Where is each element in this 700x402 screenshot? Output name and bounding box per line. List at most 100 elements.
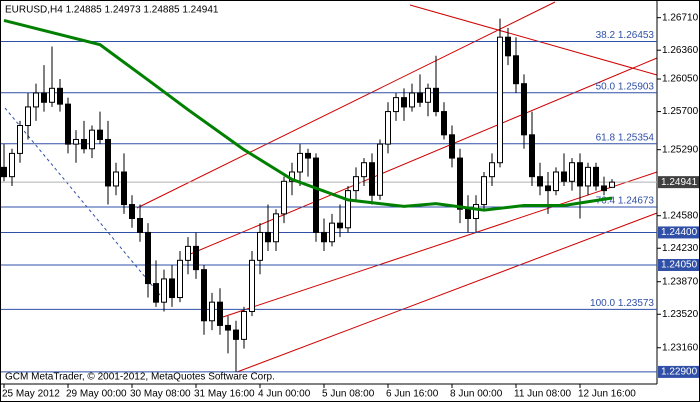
candle-body	[489, 162, 495, 178]
candle-body	[361, 162, 367, 178]
candle-body	[9, 152, 15, 178]
candle-body	[401, 97, 407, 108]
candle-body	[209, 301, 215, 322]
candle-body	[337, 222, 343, 229]
candle-body	[561, 171, 567, 182]
candle-body	[297, 152, 303, 173]
x-tick-label: 30 May 08:00	[130, 389, 191, 400]
candle-body	[457, 157, 463, 210]
y-tick-label: 1.23160	[662, 342, 699, 353]
candle-body	[177, 259, 183, 299]
y-tick-label: 1.24230	[662, 243, 699, 254]
candle-body	[153, 283, 159, 303]
trendline	[187, 57, 658, 256]
candle-body	[305, 152, 311, 159]
candle-body	[521, 83, 527, 136]
candle-body	[473, 204, 479, 219]
candle-body	[553, 171, 559, 192]
trendlines	[4, 1, 658, 373]
candle-body	[393, 97, 399, 113]
fibo-level-label: 100.0 1.23573	[590, 298, 654, 309]
x-tick-label: 11 Jun 08:00	[514, 389, 572, 400]
candle-body	[385, 111, 391, 145]
x-tick-label: 29 May 00:00	[66, 389, 127, 400]
fibo-level-label: 38.2 1.26453	[596, 30, 655, 41]
x-tick-label: 4 Jun 00:00	[258, 389, 311, 400]
candle-body	[409, 92, 415, 108]
candle-body	[233, 329, 239, 340]
x-tick-label: 25 May 2012	[2, 389, 60, 400]
y-tick-label: 1.24580	[662, 210, 699, 221]
x-tick-label: 8 Jun 00:00	[450, 389, 503, 400]
fibo-baseline	[4, 107, 161, 296]
candle-body	[425, 87, 431, 103]
candle-body	[481, 176, 487, 206]
candle-body	[57, 87, 63, 105]
candle-body	[273, 213, 279, 243]
candle-body	[281, 180, 287, 215]
candle-body	[265, 231, 271, 243]
footer: GCM MetaTrader, © 2001-2012, MetaQuotes …	[5, 372, 275, 383]
bid-label: 1.24941	[661, 177, 698, 188]
candle-body	[89, 129, 95, 150]
candle-body	[225, 324, 231, 331]
candle-body	[569, 162, 575, 182]
candle-body	[377, 143, 383, 196]
trendline	[236, 212, 658, 373]
candle-body	[449, 134, 455, 159]
candle-body	[505, 36, 511, 57]
candle-body	[577, 162, 583, 187]
candle-body	[465, 208, 471, 219]
y-tick-label: 1.23520	[662, 309, 699, 320]
candle-body	[185, 245, 191, 261]
candle-body	[529, 134, 535, 178]
candle-body	[73, 138, 79, 145]
candle-body	[137, 217, 143, 233]
candle-body	[257, 231, 263, 261]
candle-body	[105, 138, 111, 187]
candle-body	[417, 92, 423, 103]
candle-body	[585, 166, 591, 187]
trendline	[409, 4, 658, 76]
candle-body	[497, 36, 503, 164]
candle-body	[201, 269, 207, 322]
candle-body	[217, 301, 223, 326]
moving-average	[3, 19, 613, 212]
price-level-label: 1.24050	[661, 260, 698, 271]
fibo-level-label: 76.4 1.24673	[596, 196, 655, 207]
candle-body	[353, 176, 359, 192]
candle-body	[513, 55, 519, 85]
candle-body	[593, 166, 599, 187]
y-tick-label: 1.23870	[662, 276, 699, 287]
candle-body	[145, 231, 151, 285]
y-tick-label: 1.26050	[662, 74, 699, 85]
candle-body	[329, 222, 335, 243]
y-tick-label: 1.26710	[662, 12, 699, 23]
price-level-tag	[658, 258, 700, 271]
x-tick-label: 12 Jun 16:00	[578, 389, 636, 400]
candle-body	[441, 111, 447, 136]
candle-body	[241, 310, 247, 340]
candle-body	[121, 171, 127, 206]
candle-body	[609, 181, 615, 188]
y-tick-label: 1.25290	[662, 144, 699, 155]
price-level-label: 1.22900	[661, 367, 698, 378]
candle-body	[249, 259, 255, 312]
candle-body	[193, 245, 199, 271]
candle-body	[41, 92, 47, 103]
candle-body	[161, 278, 167, 303]
candle-body	[169, 278, 175, 299]
y-tick-label: 1.25700	[662, 106, 699, 117]
header: EURUSD,H4 1.24885 1.24973 1.24885 1.2494…	[5, 5, 219, 16]
trendline	[136, 1, 556, 209]
candle-body	[537, 176, 543, 187]
x-tick-label: 6 Jun 16:00	[386, 389, 439, 400]
fibo-level-label: 61.8 1.25354	[596, 132, 655, 143]
candle-body	[345, 190, 351, 229]
candle-body	[321, 231, 327, 243]
candle-body	[65, 103, 71, 145]
candle-body	[601, 185, 607, 192]
candle-body	[1, 166, 7, 178]
candle-body	[81, 138, 87, 150]
